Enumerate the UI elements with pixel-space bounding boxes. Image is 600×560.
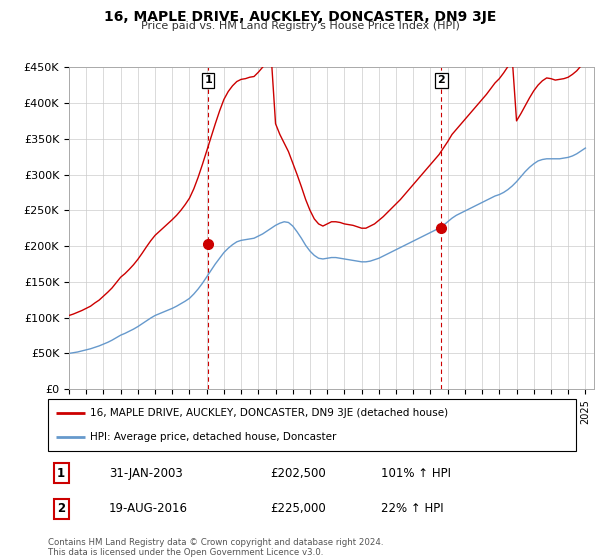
Text: £225,000: £225,000 bbox=[270, 502, 326, 515]
Text: 101% ↑ HPI: 101% ↑ HPI bbox=[380, 466, 451, 480]
Text: 2: 2 bbox=[437, 75, 445, 85]
FancyBboxPatch shape bbox=[48, 399, 576, 451]
Text: 1: 1 bbox=[204, 75, 212, 85]
Text: 1: 1 bbox=[57, 466, 65, 480]
Text: Price paid vs. HM Land Registry's House Price Index (HPI): Price paid vs. HM Land Registry's House … bbox=[140, 21, 460, 31]
Text: HPI: Average price, detached house, Doncaster: HPI: Average price, detached house, Donc… bbox=[90, 432, 337, 442]
Text: £202,500: £202,500 bbox=[270, 466, 326, 480]
Text: 16, MAPLE DRIVE, AUCKLEY, DONCASTER, DN9 3JE: 16, MAPLE DRIVE, AUCKLEY, DONCASTER, DN9… bbox=[104, 10, 496, 24]
Text: 16, MAPLE DRIVE, AUCKLEY, DONCASTER, DN9 3JE (detached house): 16, MAPLE DRIVE, AUCKLEY, DONCASTER, DN9… bbox=[90, 408, 448, 418]
Text: 22% ↑ HPI: 22% ↑ HPI bbox=[380, 502, 443, 515]
Text: 31-JAN-2003: 31-JAN-2003 bbox=[109, 466, 182, 480]
Text: Contains HM Land Registry data © Crown copyright and database right 2024.
This d: Contains HM Land Registry data © Crown c… bbox=[48, 538, 383, 557]
Text: 19-AUG-2016: 19-AUG-2016 bbox=[109, 502, 188, 515]
Text: 2: 2 bbox=[57, 502, 65, 515]
